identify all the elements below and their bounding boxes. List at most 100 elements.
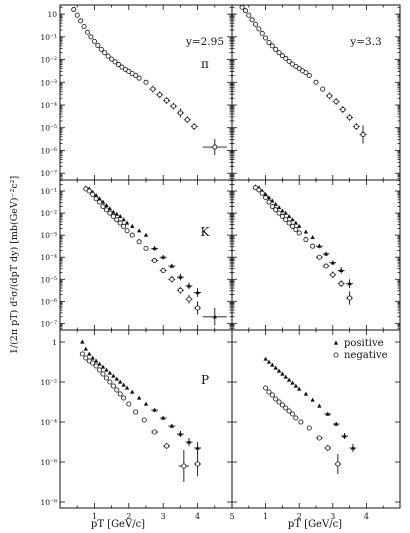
data-point-positive bbox=[266, 359, 272, 364]
data-point-negative bbox=[316, 254, 322, 260]
data-point-negative bbox=[115, 62, 121, 68]
data-point-negative bbox=[353, 124, 359, 130]
data-point-negative bbox=[338, 281, 344, 287]
data-point-positive bbox=[333, 421, 339, 426]
data-point-negative bbox=[100, 371, 106, 377]
y-tick-label: 10⁻⁴ bbox=[40, 253, 57, 262]
data-point-negative bbox=[184, 117, 190, 123]
data-point-negative bbox=[283, 405, 289, 411]
data-point-negative bbox=[289, 223, 295, 229]
data-point-negative bbox=[78, 18, 84, 24]
y-tick-label: 10⁻⁵ bbox=[40, 275, 57, 284]
data-point-negative bbox=[360, 132, 366, 138]
data-point-positive bbox=[143, 232, 149, 237]
data-point-negative bbox=[276, 50, 282, 56]
data-point-negative bbox=[97, 199, 103, 205]
data-point-negative bbox=[273, 396, 279, 402]
data-point-negative bbox=[279, 402, 285, 408]
data-point-negative bbox=[347, 295, 353, 301]
data-point-negative bbox=[326, 93, 332, 99]
panel-r1-c0: 10⁻¹ 10⁻² 10⁻³ 10⁻⁴ 10⁻⁵ 10⁻⁶ 10⁻⁷ bbox=[40, 179, 233, 331]
data-point-positive bbox=[317, 243, 322, 248]
panel-frame bbox=[231, 179, 401, 331]
data-point-positive bbox=[283, 210, 288, 215]
y-tick-label: 10⁻⁵ bbox=[40, 124, 57, 133]
data-point-negative bbox=[100, 203, 106, 209]
y-tick-label: 1 bbox=[52, 338, 57, 347]
data-point-negative bbox=[269, 392, 275, 398]
data-point-negative bbox=[169, 276, 175, 282]
legend-label-positive: positive bbox=[344, 338, 384, 349]
y-tick-label: 10⁻⁷ bbox=[40, 169, 57, 178]
data-point-positive bbox=[118, 379, 123, 384]
data-point-negative bbox=[150, 86, 156, 92]
data-point-negative bbox=[330, 272, 336, 278]
data-point-positive bbox=[93, 358, 99, 363]
data-point-positive bbox=[93, 193, 99, 198]
data-point-positive bbox=[310, 234, 315, 239]
data-point-positive bbox=[347, 281, 352, 286]
particle-label: π bbox=[201, 57, 209, 71]
data-point-negative bbox=[259, 30, 265, 36]
data-point-negative bbox=[126, 401, 132, 407]
data-point-negative bbox=[283, 55, 289, 61]
y-axis-label: 1/(2π pT) d²σ/(dpT dy) [mb(GeV)⁻²c²] bbox=[9, 176, 20, 354]
data-point-negative bbox=[293, 415, 299, 421]
data-point-positive bbox=[280, 208, 285, 213]
y-tick-label: 10⁻³ bbox=[40, 231, 57, 240]
data-point-negative bbox=[186, 296, 192, 302]
data-point-positive bbox=[136, 228, 142, 233]
data-point-positive bbox=[303, 229, 309, 234]
data-point-negative bbox=[124, 228, 130, 234]
data-point-positive bbox=[143, 401, 149, 406]
y-tick-label: 10⁻² bbox=[40, 56, 57, 65]
data-point-positive bbox=[118, 213, 123, 218]
data-point-negative bbox=[141, 417, 147, 423]
data-point-negative bbox=[177, 110, 183, 116]
data-point-negative bbox=[293, 63, 299, 69]
data-point-negative bbox=[242, 8, 248, 14]
data-point-positive bbox=[152, 407, 157, 412]
data-point-negative bbox=[306, 72, 312, 78]
panel-r2-c1: 1 2 3 4 bbox=[231, 329, 401, 521]
data-point-negative bbox=[269, 43, 275, 49]
data-point-negative bbox=[107, 379, 113, 385]
data-point-positive bbox=[297, 386, 302, 391]
y-tick-label: 10⁻¹ bbox=[40, 187, 57, 196]
data-point-positive bbox=[195, 445, 200, 450]
data-point-negative bbox=[103, 207, 109, 213]
panel-grid: 1010⁻¹10⁻²10⁻³10⁻⁴10⁻⁵10⁻⁶10⁻⁷π10⁻¹10⁻²1… bbox=[40, 4, 401, 521]
data-point-negative bbox=[117, 220, 123, 226]
data-point-negative bbox=[263, 35, 269, 41]
data-point-positive bbox=[195, 290, 200, 295]
data-point-negative bbox=[276, 399, 282, 405]
data-point-negative bbox=[110, 213, 116, 219]
data-point-positive bbox=[263, 356, 268, 361]
data-point-negative bbox=[164, 443, 170, 449]
data-point-negative bbox=[171, 103, 177, 109]
data-point-negative bbox=[136, 75, 142, 81]
data-point-positive bbox=[276, 368, 282, 373]
data-point-negative bbox=[129, 232, 135, 238]
data-point-negative bbox=[335, 461, 341, 467]
data-point-positive bbox=[293, 383, 299, 388]
data-point-negative bbox=[286, 58, 292, 64]
data-point-negative bbox=[88, 34, 94, 40]
data-point-negative bbox=[133, 409, 139, 415]
data-point-negative bbox=[340, 107, 346, 113]
data-point-negative bbox=[212, 144, 218, 150]
y-tick-label: 10⁻² bbox=[40, 378, 57, 387]
rapidity-label-right: y=3.3 bbox=[349, 36, 381, 48]
y-tick-label: 10⁻⁸ bbox=[40, 498, 57, 507]
data-point-negative bbox=[296, 66, 302, 72]
panel-r0-c1 bbox=[231, 4, 401, 181]
data-point-negative bbox=[98, 46, 104, 52]
data-point-negative bbox=[333, 99, 339, 105]
x-tick-label: 3 bbox=[161, 512, 166, 521]
data-point-negative bbox=[316, 435, 322, 441]
data-point-negative bbox=[263, 385, 269, 391]
data-point-negative bbox=[195, 305, 201, 311]
data-point-positive bbox=[323, 251, 329, 256]
data-point-negative bbox=[71, 7, 77, 13]
data-point-negative bbox=[86, 188, 92, 194]
